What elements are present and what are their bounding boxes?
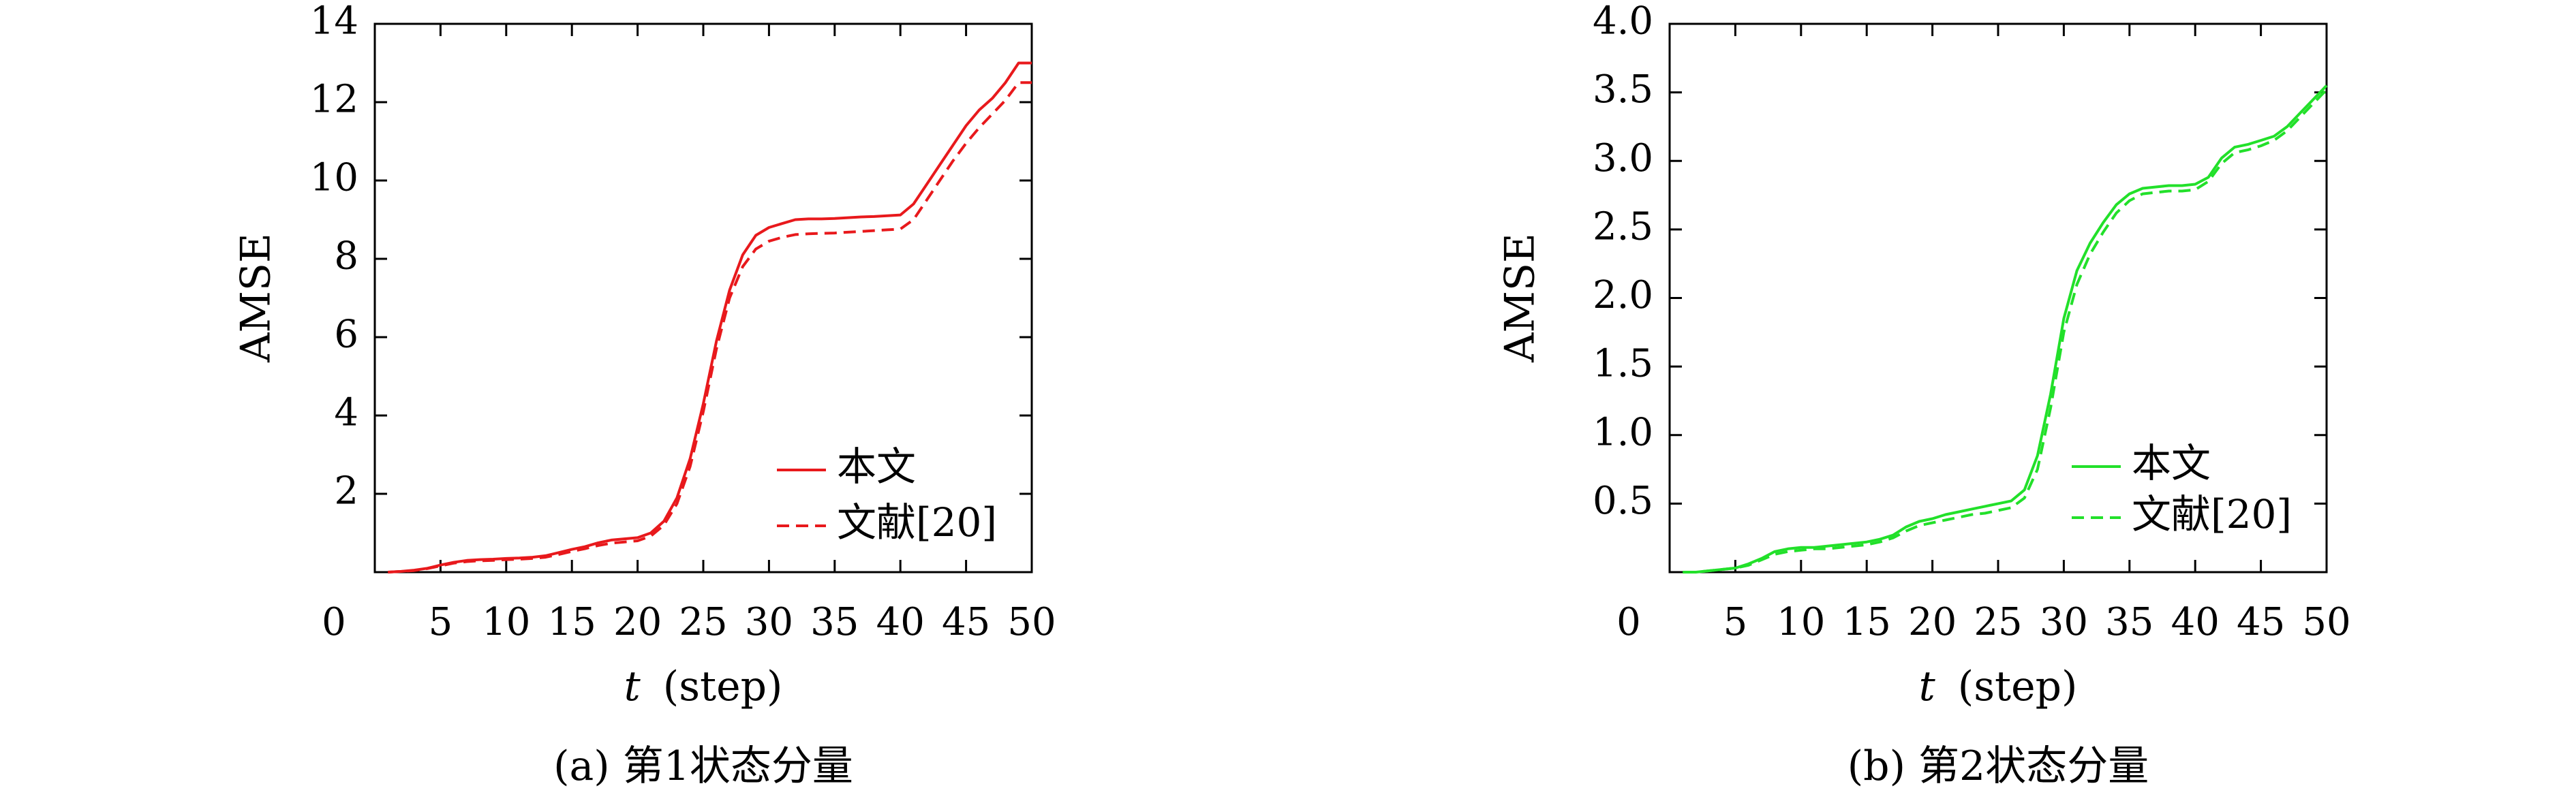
y-tick-label: 2.0 <box>1593 273 1653 317</box>
x-axis-label: t (step) <box>1919 663 2078 710</box>
legend-label-this-paper: 本文 <box>2132 440 2211 486</box>
y-tick-label: 2.5 <box>1593 204 1653 249</box>
x-tick-labels: 0 5 10 15 20 25 30 35 40 45 50 <box>322 600 1056 644</box>
legend: 本文 文献[20] <box>2072 440 2292 537</box>
series-line-this-paper <box>1683 84 2328 574</box>
y-tick-label: 12 <box>310 78 358 122</box>
legend-label-this-paper: 本文 <box>837 443 916 490</box>
legend-label-ref-20: 文献[20] <box>837 499 997 546</box>
y-tick-label: 1.5 <box>1593 342 1653 386</box>
y-tick-label: 4.0 <box>1593 0 1653 44</box>
tick-marks <box>1670 24 2327 572</box>
legend: 本文 文献[20] <box>777 443 997 546</box>
y-tick-label: 14 <box>310 0 358 44</box>
series-line-ref-20 <box>1683 89 2328 574</box>
y-tick-label: 1.0 <box>1593 410 1653 454</box>
x-tick-label: 25 <box>679 600 727 644</box>
y-tick-label: 2 <box>334 469 358 514</box>
y-tick-label: 0.5 <box>1593 479 1653 523</box>
x-tick-label: 15 <box>1843 600 1891 644</box>
x-axis-label: t (step) <box>624 663 783 710</box>
x-tick-label: 5 <box>1723 600 1748 644</box>
y-axis-label: AMSE <box>1497 233 1544 363</box>
x-tick-label: 20 <box>1908 600 1957 644</box>
x-tick-labels: 0 5 10 15 20 25 30 35 40 45 50 <box>1616 600 2350 644</box>
series-lines <box>1683 84 2328 574</box>
y-tick-label: 8 <box>334 234 358 279</box>
y-tick-label: 10 <box>310 156 358 200</box>
x-tick-label: 10 <box>482 600 530 644</box>
panel-a: 0 5 10 15 20 25 30 35 40 45 50 2 4 6 8 10 12 14 AMSE t (… <box>232 0 1056 790</box>
x-tick-label: 20 <box>613 600 662 644</box>
x-tick-label: 30 <box>745 600 793 644</box>
x-tick-label: 50 <box>1007 600 1056 644</box>
x-tick-label: 45 <box>942 600 990 644</box>
x-tick-label: 15 <box>548 600 596 644</box>
y-axis-label: AMSE <box>232 233 280 363</box>
x-tick-label: 30 <box>2040 600 2088 644</box>
x-tick-label: 25 <box>1974 600 2022 644</box>
x-tick-label: 35 <box>810 600 859 644</box>
x-tick-label: 50 <box>2302 600 2350 644</box>
x-tick-label: 0 <box>322 600 346 644</box>
panel-b: 0 5 10 15 20 25 30 35 40 45 50 0.5 1.0 1.5 2.0 2.5 3.0 3… <box>1497 0 2351 790</box>
y-tick-labels: 2 4 6 8 10 12 14 <box>310 0 358 514</box>
x-tick-label: 35 <box>2105 600 2153 644</box>
y-tick-label: 3.5 <box>1593 67 1653 112</box>
y-tick-label: 6 <box>334 313 358 357</box>
x-tick-label: 45 <box>2237 600 2285 644</box>
x-tick-label: 0 <box>1616 600 1641 644</box>
y-tick-labels: 0.5 1.0 1.5 2.0 2.5 3.0 3.5 4.0 <box>1593 0 1653 523</box>
legend-label-ref-20: 文献[20] <box>2132 491 2292 537</box>
series-line-this-paper <box>388 61 1032 574</box>
series-lines <box>388 61 1032 574</box>
caption: (b) 第2状态分量 <box>1847 742 2149 790</box>
caption: (a) 第1状态分量 <box>553 742 853 790</box>
x-tick-label: 40 <box>2171 600 2220 644</box>
x-axis-variable: t <box>1919 663 1936 710</box>
x-axis-variable: t <box>624 663 641 710</box>
x-tick-label: 5 <box>429 600 453 644</box>
y-tick-label: 3.0 <box>1593 136 1653 180</box>
y-tick-label: 4 <box>334 391 358 435</box>
x-axis-unit: (step) <box>663 663 783 710</box>
x-tick-label: 10 <box>1777 600 1825 644</box>
x-tick-label: 40 <box>876 600 925 644</box>
tick-marks <box>375 24 1032 572</box>
x-axis-unit: (step) <box>1958 663 2078 710</box>
